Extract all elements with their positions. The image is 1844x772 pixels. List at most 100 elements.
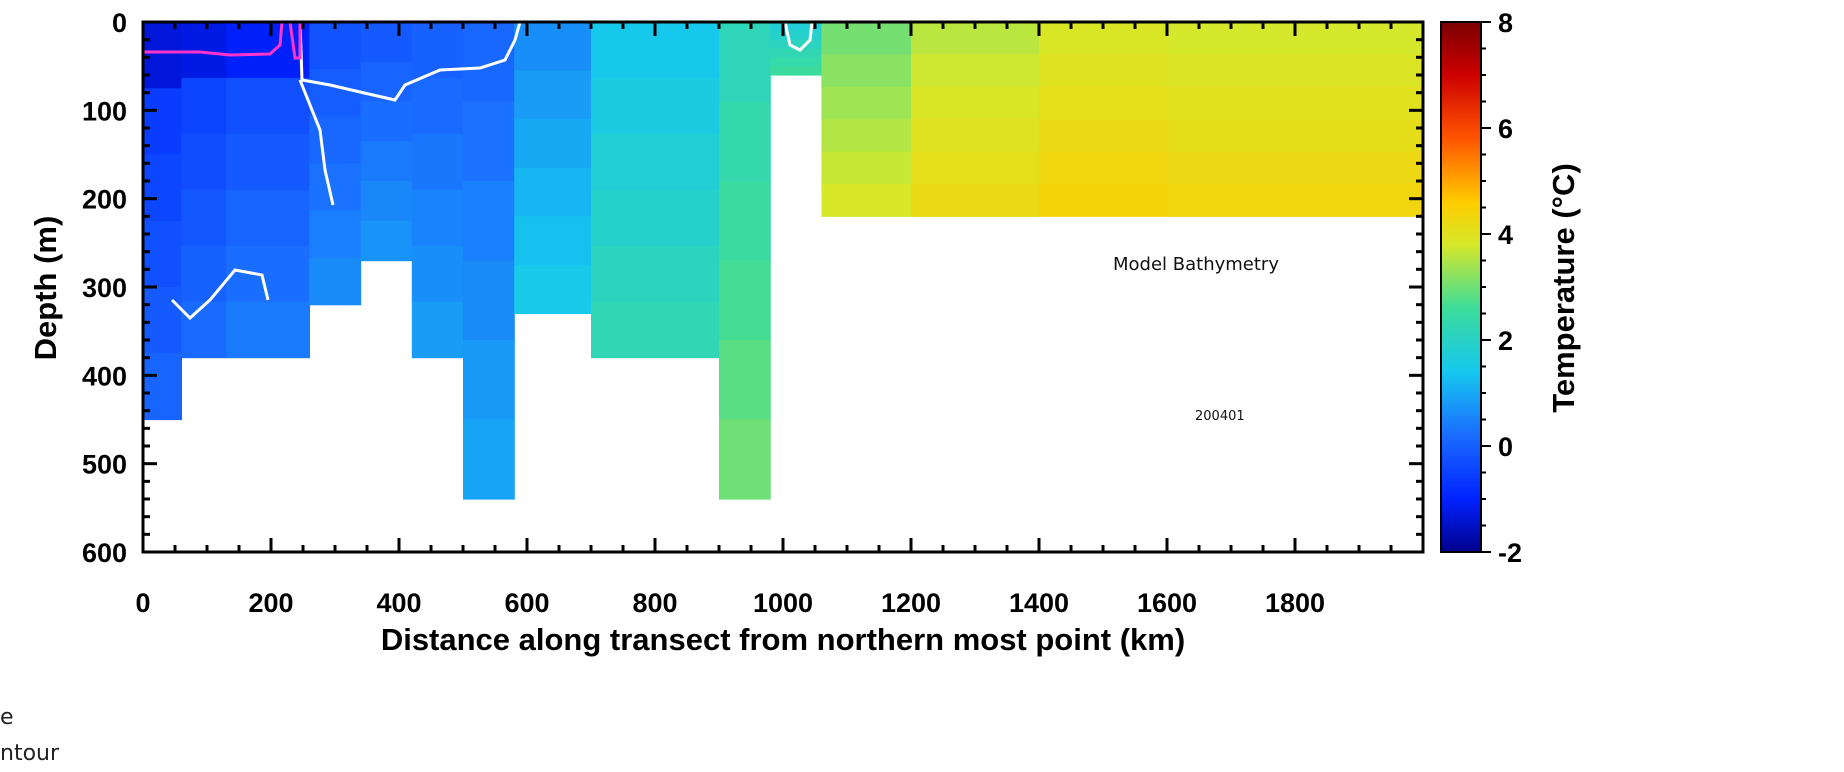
temperature-cell [821, 119, 912, 153]
x-tick-label: 0 [135, 588, 150, 618]
colorbar-tick-label: 4 [1498, 220, 1513, 250]
temperature-cell [360, 181, 413, 222]
x-tick-label: 1600 [1137, 588, 1197, 618]
y-tick-label: 100 [82, 96, 127, 126]
temperature-cell [360, 101, 413, 142]
temperature-cell [143, 22, 182, 89]
temperature-cell [360, 220, 413, 262]
temperature-cell [463, 181, 515, 262]
x-tick-label: 1200 [881, 588, 941, 618]
y-tick-label: 200 [82, 185, 127, 215]
magenta-isotherm-contour [143, 21, 302, 60]
partial-legend-text-1: e [0, 705, 14, 730]
partial-legend-text-2: ntour [0, 741, 60, 766]
x-axis-title: Distance along transect from northern mo… [381, 622, 1185, 657]
temperature-cell [463, 260, 515, 341]
temperature-cell [719, 260, 771, 341]
temperature-cell [143, 220, 182, 288]
temperature-cell [226, 133, 310, 191]
temperature-cell [719, 419, 771, 500]
annotation-date-code: 200401 [1195, 409, 1245, 424]
temperature-cell [770, 39, 822, 50]
temperature-cell [1039, 183, 1168, 217]
temperature-cell [411, 77, 464, 135]
temperature-cell [181, 133, 227, 191]
temperature-cell [411, 245, 464, 303]
temperature-cell [226, 301, 310, 359]
temperature-cell [226, 22, 310, 79]
temperature-cell [1167, 54, 1423, 88]
y-axis-title: Depth (m) [28, 216, 63, 361]
temperature-cell [911, 151, 1040, 185]
y-tick-label: 400 [82, 361, 127, 391]
temperature-cell [143, 353, 182, 421]
x-tick-label: 1400 [1009, 588, 1069, 618]
temperature-cell [591, 189, 720, 247]
temperature-cell [1167, 119, 1423, 153]
temperature-cell [770, 57, 822, 67]
temperature-cell [411, 301, 464, 359]
temperature-cell [821, 151, 912, 185]
colorbar-tick-labels: 8 6 4 2 0 -2 [1498, 8, 1522, 568]
temperature-cell [911, 119, 1040, 153]
colorbar-ticks [1481, 21, 1491, 553]
temperature-cell [226, 245, 310, 303]
white-isotherm-contour [170, 21, 522, 321]
colorbar-tick-label: 6 [1498, 114, 1513, 144]
temperature-cell [770, 30, 822, 41]
temperature-cell [719, 22, 771, 103]
colorbar-title: Temperature (°C) [1546, 163, 1581, 413]
temperature-cell [591, 301, 720, 359]
temperature-cell [1039, 119, 1168, 153]
temperature-cell [514, 264, 592, 315]
temperature-cell [514, 119, 592, 169]
temperature-cell [309, 257, 362, 306]
temperature-cell [360, 22, 413, 63]
temperature-cell [911, 183, 1040, 217]
temperature-cell [463, 101, 515, 182]
colorbar [1440, 21, 1482, 553]
temperature-cell [226, 77, 310, 135]
temperature-cell [143, 287, 182, 354]
temperature-cell [181, 189, 227, 247]
x-axis-ticks [141, 22, 1425, 552]
colorbar-tick-label: -2 [1498, 538, 1522, 568]
temperature-cell [719, 181, 771, 262]
temperature-cell [1167, 183, 1423, 217]
colorbar-tick-label: 0 [1498, 432, 1513, 462]
temperature-cell [143, 88, 182, 156]
x-tick-label: 400 [376, 588, 421, 618]
temperature-cell [770, 22, 822, 32]
temperature-cell [821, 86, 912, 120]
x-tick-label: 800 [632, 588, 677, 618]
temperature-cell [1039, 86, 1168, 120]
temperature-cell [360, 61, 413, 103]
temperature-cell [309, 22, 362, 70]
temperature-cell [226, 189, 310, 247]
colorbar-tick-label: 8 [1498, 8, 1513, 38]
temperature-cell [719, 101, 771, 182]
temperature-cell [1167, 86, 1423, 120]
temperature-cell [821, 22, 912, 55]
temperature-cell [719, 340, 771, 421]
y-tick-label: 500 [82, 450, 127, 480]
temperature-cell [181, 301, 227, 359]
temperature-cell [309, 69, 362, 117]
temperature-cell [514, 167, 592, 217]
y-tick-label: 300 [82, 273, 127, 303]
x-tick-label: 200 [248, 588, 293, 618]
temperature-cell [1167, 151, 1423, 185]
y-tick-label: 0 [112, 8, 127, 38]
x-axis-tick-labels: 0 200 400 600 800 1000 1200 1400 1600 1800 [135, 588, 1325, 618]
temperature-cell [514, 216, 592, 266]
temperature-cell [514, 70, 592, 120]
temperature-cell [591, 133, 720, 191]
temperature-cell [591, 245, 720, 303]
x-tick-label: 600 [504, 588, 549, 618]
y-axis-tick-labels: 0 100 200 300 400 500 600 [82, 8, 127, 568]
temperature-cell [463, 419, 515, 500]
annotation-model-bathymetry: Model Bathymetry [1113, 254, 1279, 275]
temperature-cell [770, 66, 822, 76]
temperature-cell [181, 77, 227, 135]
